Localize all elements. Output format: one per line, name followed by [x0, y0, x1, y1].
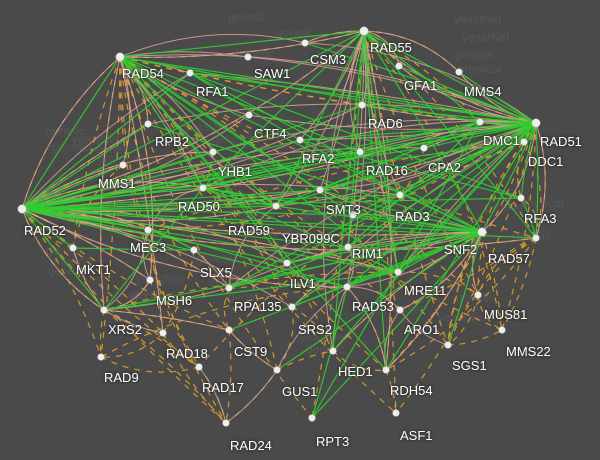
graph-node[interactable] [272, 202, 280, 210]
graph-node[interactable] [474, 291, 482, 299]
graph-node[interactable] [358, 101, 366, 109]
graph-node[interactable] [195, 363, 203, 371]
graph-node[interactable] [356, 148, 364, 156]
graph-node[interactable] [382, 366, 390, 374]
graph-node[interactable] [359, 26, 369, 36]
graph-node[interactable] [186, 69, 194, 77]
graph-node[interactable] [283, 259, 291, 267]
graph-node[interactable] [343, 283, 351, 291]
graph-node[interactable] [199, 184, 207, 192]
graph-node[interactable] [301, 39, 309, 47]
graph-node[interactable] [394, 268, 402, 276]
graph-node[interactable] [517, 194, 525, 202]
graph-node[interactable] [222, 419, 230, 427]
graph-node[interactable] [159, 329, 167, 337]
graph-node[interactable] [69, 244, 77, 252]
graph-node[interactable] [144, 226, 152, 234]
graph-node[interactable] [498, 326, 506, 334]
graph-node[interactable] [444, 341, 452, 349]
graph-node[interactable] [531, 118, 541, 128]
graph-node[interactable] [100, 306, 108, 314]
graph-node[interactable] [115, 52, 125, 62]
graph-node[interactable] [273, 366, 281, 374]
graph-node[interactable] [395, 62, 403, 70]
graph-node[interactable] [308, 414, 316, 422]
graph-node[interactable] [392, 409, 400, 417]
graph-node[interactable] [119, 161, 127, 169]
graph-node[interactable] [144, 120, 152, 128]
graph-node[interactable] [209, 148, 217, 156]
graph-node[interactable] [420, 144, 428, 152]
graph-node[interactable] [344, 243, 352, 251]
graph-node[interactable] [97, 353, 105, 361]
edges-yeastnet [21, 30, 539, 419]
graph-node[interactable] [455, 68, 463, 76]
graph-node[interactable] [244, 53, 252, 61]
graph-node[interactable] [190, 246, 198, 254]
graph-node[interactable] [477, 227, 487, 237]
graph-node[interactable] [349, 211, 357, 219]
graph-node[interactable] [288, 303, 296, 311]
graph-node[interactable] [146, 276, 154, 284]
graph-node[interactable] [532, 234, 540, 242]
graph-node[interactable] [520, 138, 528, 146]
graph-node[interactable] [225, 284, 233, 292]
graph-node[interactable] [396, 306, 404, 314]
node-layer [17, 26, 541, 427]
graph-node[interactable] [225, 326, 233, 334]
graph-node[interactable] [316, 186, 324, 194]
graph-node[interactable] [245, 111, 253, 119]
graph-node[interactable] [396, 191, 404, 199]
graph-node[interactable] [329, 347, 337, 355]
graph-node[interactable] [476, 118, 484, 126]
graph-node[interactable] [296, 136, 304, 144]
graph-node[interactable] [17, 204, 27, 214]
